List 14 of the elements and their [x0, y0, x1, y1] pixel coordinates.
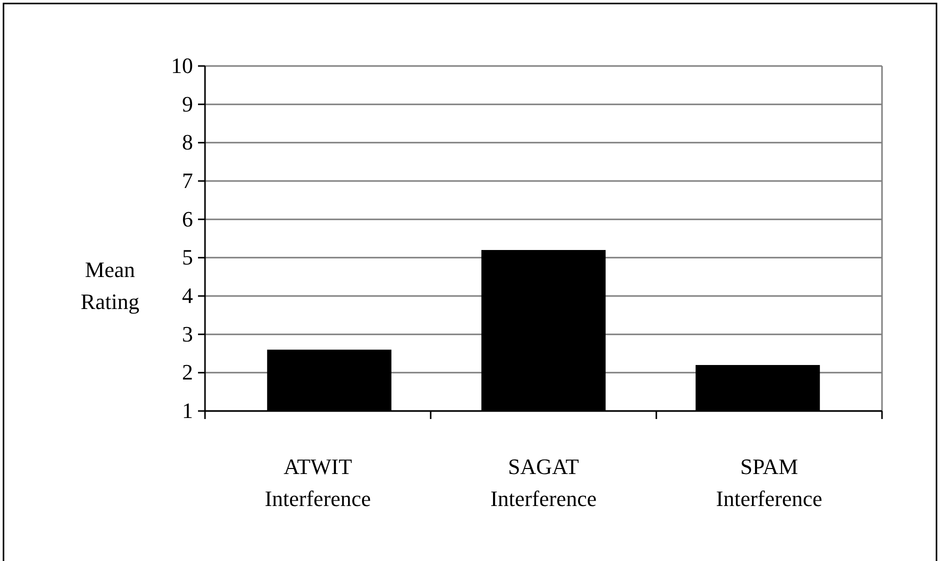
y-tick-label: 10: [171, 53, 193, 78]
y-tick-label: 3: [182, 321, 193, 346]
y-tick-label: 7: [182, 168, 193, 194]
y-tick-label: 9: [182, 91, 193, 116]
y-tick-label: 6: [182, 206, 193, 232]
x-tick-label: SPAM Interference: [716, 454, 822, 511]
y-tick-label: 4: [182, 283, 193, 308]
y-tick-label: 1: [182, 398, 193, 424]
x-tick-label: ATWIT Interference: [264, 454, 371, 511]
x-tick-label: SAGAT Interference: [490, 454, 597, 511]
y-tick-label: 8: [182, 130, 193, 155]
y-axis-title: Mean Rating: [80, 257, 140, 314]
y-tick-label: 5: [182, 244, 193, 270]
y-tick-label: 2: [182, 360, 193, 385]
